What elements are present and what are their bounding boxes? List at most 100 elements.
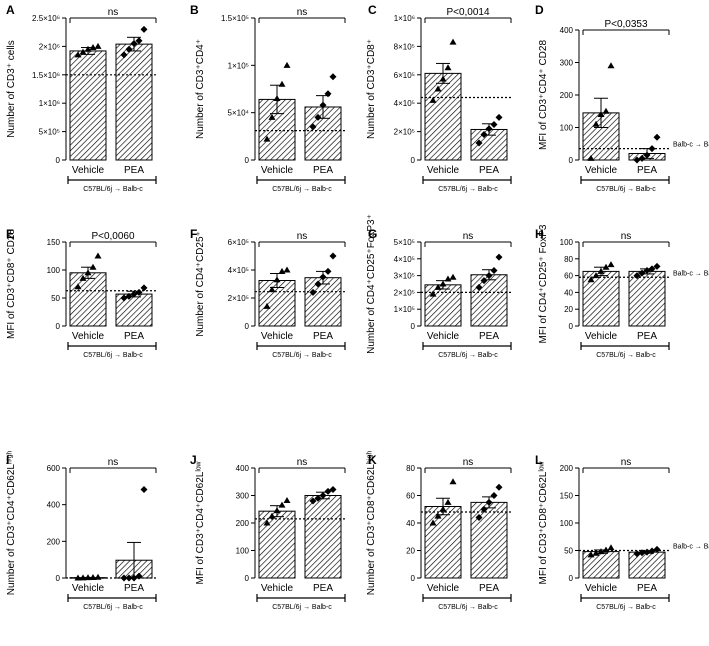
y-tick-label: 400 (236, 464, 250, 473)
panel-letter: I (6, 453, 9, 467)
data-point-pea (475, 283, 483, 291)
sig-label: ns (463, 231, 474, 242)
data-point-pea (135, 288, 143, 296)
group-label: C57BL/6j → Balb-c (272, 604, 332, 611)
x-tick-label: Vehicle (585, 331, 618, 342)
x-tick-label: PEA (124, 331, 144, 342)
y-tick-label: 400 (47, 501, 61, 510)
x-tick-label: PEA (124, 165, 144, 176)
y-tick-label: 0 (56, 574, 61, 583)
y-tick-label: 1×10⁶ (394, 14, 415, 23)
data-point-vehicle (449, 38, 457, 45)
data-point-pea (480, 130, 488, 138)
data-point-pea (495, 253, 503, 261)
x-tick-label: Vehicle (427, 583, 460, 594)
data-point-vehicle (449, 478, 457, 485)
y-axis-label: MFI of CD3⁺CD8⁺CD62Lˡᵒʷ (538, 461, 549, 584)
y-axis-label: MFI of CD3⁺CD8⁺ CD28 (6, 229, 17, 339)
data-point-pea (495, 113, 503, 121)
y-tick-label: 200 (47, 537, 61, 546)
y-tick-label: 150 (560, 492, 574, 501)
panel-letter: A (6, 3, 15, 17)
y-axis-label: Number of CD3⁺CD8⁺ (366, 39, 377, 139)
data-point-pea (324, 90, 332, 98)
y-tick-label: 6×10⁵ (228, 238, 249, 247)
bar-pea (115, 43, 153, 161)
y-tick-label: 1.5×10⁶ (32, 71, 60, 80)
data-point-vehicle (449, 273, 457, 280)
panel-letter: G (368, 227, 377, 241)
y-tick-label: 300 (236, 492, 250, 501)
bar-vehicle (582, 270, 620, 327)
data-point-vehicle (79, 48, 87, 55)
y-tick-label: 0 (569, 156, 574, 165)
data-point-vehicle (263, 519, 271, 526)
y-tick-label: 1×10⁵ (228, 61, 249, 70)
x-tick-label: Vehicle (585, 165, 618, 176)
data-point-vehicle (444, 64, 452, 71)
data-point-pea (314, 494, 322, 502)
x-tick-label: PEA (479, 165, 499, 176)
data-point-vehicle (587, 551, 595, 558)
data-point-pea (120, 51, 128, 59)
bar-pea (304, 277, 342, 327)
y-tick-label: 100 (236, 547, 250, 556)
data-point-vehicle (283, 496, 291, 503)
data-point-pea (309, 497, 317, 505)
y-axis-label: Number of CD3⁺CD8⁺CD62Lʰⁱᵍʰ (366, 451, 377, 596)
data-point-pea (495, 483, 503, 491)
data-point-pea (633, 550, 641, 558)
bar-vehicle (424, 72, 462, 161)
data-point-pea (490, 267, 498, 275)
y-tick-label: 20 (564, 305, 573, 314)
data-point-pea (490, 121, 498, 128)
sig-label: ns (297, 457, 308, 468)
sig-label: P<0,0060 (91, 231, 135, 242)
y-tick-label: 2×10⁵ (394, 128, 415, 137)
data-point-pea (319, 273, 327, 281)
data-point-vehicle (439, 505, 447, 512)
sig-label: ns (108, 457, 119, 468)
data-point-pea (480, 277, 488, 285)
sig-label: ns (297, 7, 308, 18)
y-tick-label: 100 (560, 238, 574, 247)
group-label: C57BL/6j → Balb-c (596, 604, 656, 611)
data-point-vehicle (434, 85, 442, 92)
data-point-vehicle (263, 135, 271, 142)
group-label: C57BL/6j → Balb-c (438, 604, 498, 611)
data-point-pea (314, 280, 322, 288)
data-point-vehicle (84, 45, 92, 52)
data-point-vehicle (444, 275, 452, 282)
data-point-pea (638, 154, 646, 162)
x-tick-label: PEA (637, 165, 657, 176)
x-tick-label: Vehicle (72, 331, 105, 342)
x-tick-label: Vehicle (72, 583, 105, 594)
data-point-pea (329, 485, 337, 493)
sig-label: ns (463, 457, 474, 468)
y-axis-label: Number of CD3⁺ cells (6, 40, 17, 138)
sig-label: P<0,0014 (446, 7, 490, 18)
data-point-pea (130, 40, 138, 48)
x-tick-label: PEA (313, 165, 333, 176)
data-point-pea (490, 492, 498, 499)
data-point-vehicle (268, 113, 276, 120)
data-point-vehicle (278, 80, 286, 87)
data-point-pea (314, 113, 322, 121)
data-point-pea (485, 125, 493, 133)
data-point-vehicle (278, 501, 286, 508)
data-point-vehicle (439, 75, 447, 82)
data-point-pea (485, 498, 493, 506)
y-tick-label: 2×10⁶ (39, 42, 60, 51)
data-point-vehicle (283, 266, 291, 273)
group-label: C57BL/6j → Balb-c (596, 352, 656, 359)
panel-letter: K (368, 453, 377, 467)
x-tick-label: Vehicle (72, 165, 105, 176)
data-point-vehicle (444, 498, 452, 505)
y-tick-label: 0 (245, 156, 250, 165)
group-label: C57BL/6j → Balb-c (272, 352, 332, 359)
data-point-vehicle (79, 274, 87, 281)
group-label: C57BL/6j → Balb-c (596, 186, 656, 193)
data-point-vehicle (94, 42, 102, 49)
data-point-vehicle (263, 302, 271, 309)
data-point-vehicle (434, 283, 442, 290)
